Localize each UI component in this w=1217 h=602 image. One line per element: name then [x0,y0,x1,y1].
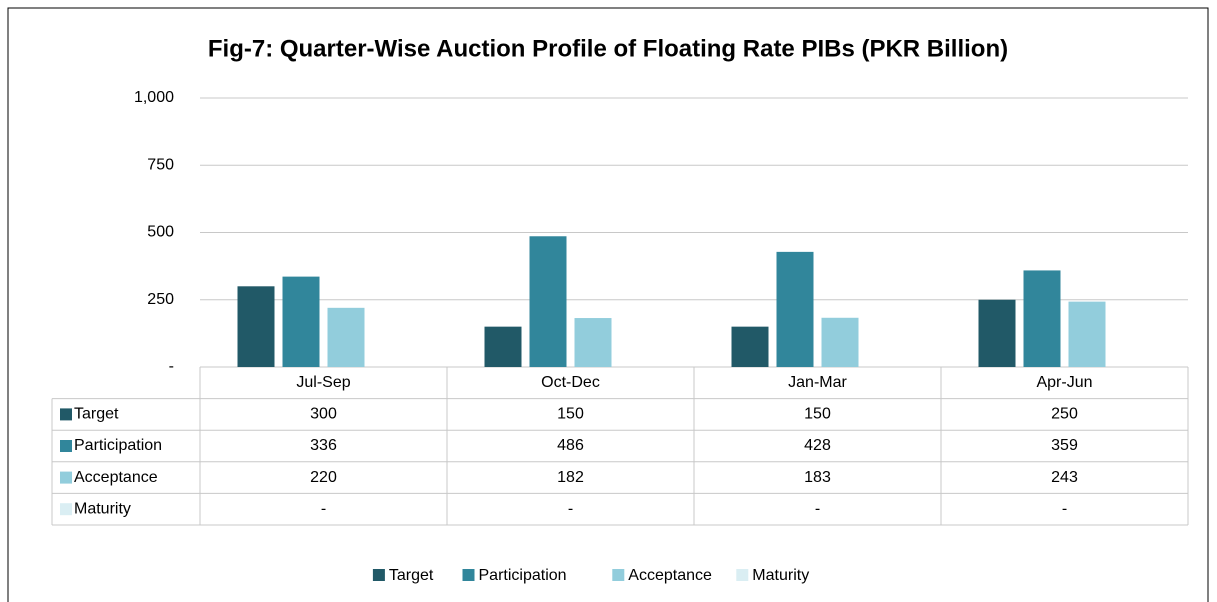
table-value: - [1062,500,1067,517]
table-value: 182 [557,469,584,486]
table-value: 486 [557,437,584,454]
x-tick-label: Jul-Sep [296,374,350,391]
table-row-label: Maturity [74,500,131,517]
legend-label: Target [389,567,434,584]
table-value: 220 [310,469,337,486]
legend-key [736,569,749,581]
table-value: - [815,500,820,517]
legend-label: Maturity [752,567,809,584]
table-legend-key [60,471,72,484]
legend-label: Acceptance [628,567,712,584]
chart-border [7,7,1209,602]
table-row-label: Target [74,406,119,423]
bar [484,326,522,367]
chart-title: Fig-7: Quarter-Wise Auction Profile of F… [208,35,1008,62]
bar [731,326,769,367]
x-tick-label: Oct-Dec [541,374,600,391]
bar [1068,301,1106,367]
x-tick-label: Apr-Jun [1036,374,1092,391]
bar [978,299,1016,367]
table-value: 336 [310,437,337,454]
legend-key [462,569,475,581]
bar [529,236,567,367]
table-legend-key [60,440,72,452]
table-row-label: Acceptance [74,469,158,486]
table-value: 150 [557,406,584,423]
y-tick-label: - [169,358,174,375]
table-legend-key [60,503,72,516]
table-value: 300 [310,406,337,423]
y-tick-label: 250 [147,291,174,308]
y-tick-label: 750 [147,156,174,173]
table-row-label: Participation [74,437,162,454]
bar [237,286,275,367]
table-legend-key [60,408,72,421]
bar [574,318,612,367]
legend-label: Participation [479,567,567,584]
table-value: 183 [804,469,831,486]
bar [1023,270,1061,367]
y-tick-label: 1,000 [134,89,174,106]
table-value: 243 [1051,469,1078,486]
x-tick-label: Jan-Mar [788,374,847,391]
table-value: - [321,500,326,517]
bar [821,317,859,367]
legend-key [612,569,625,581]
table-value: 150 [804,406,831,423]
y-tick-label: 500 [147,224,174,241]
table-value: 359 [1051,437,1078,454]
bar [776,251,814,367]
bar [327,307,365,367]
table-value: 428 [804,437,831,454]
bar [282,276,320,367]
legend-key [372,569,385,581]
table-value: - [568,500,573,517]
table-value: 250 [1051,406,1078,423]
